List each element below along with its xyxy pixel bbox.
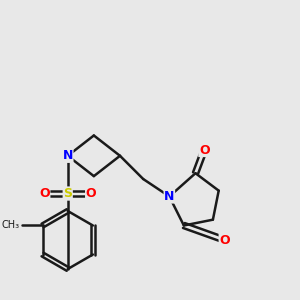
Text: O: O (219, 233, 230, 247)
Text: N: N (164, 190, 175, 203)
Text: S: S (63, 187, 72, 200)
Text: N: N (62, 149, 73, 162)
Text: O: O (39, 187, 50, 200)
Text: O: O (85, 187, 96, 200)
Text: O: O (199, 143, 209, 157)
Text: CH₃: CH₃ (1, 220, 20, 230)
